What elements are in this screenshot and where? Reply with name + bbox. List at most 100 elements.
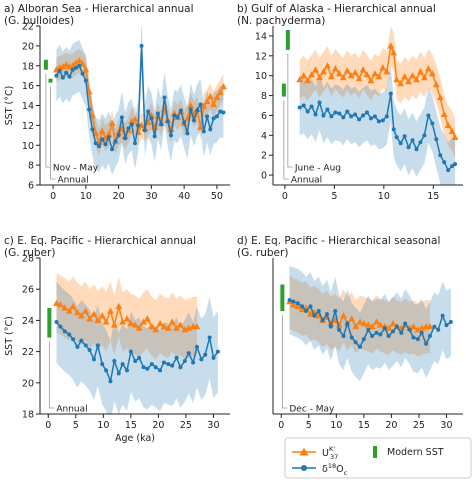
y-tick-label: 0: [261, 171, 267, 182]
panel-1: Annual June - Aug 0 5 10 15 0 2 4 6 8 10 12 14 b) Gulf…: [237, 3, 463, 202]
x-tick-label: 10: [80, 191, 92, 202]
data-point-circle: [161, 360, 166, 365]
y-tick-label: 12: [22, 121, 34, 132]
data-point-circle: [411, 335, 416, 340]
data-point-triangle: [108, 119, 116, 126]
data-point-circle: [90, 127, 95, 132]
data-point-triangle: [401, 73, 409, 80]
data-point-circle: [422, 133, 427, 138]
data-point-circle: [141, 365, 146, 370]
data-point-circle: [207, 335, 212, 340]
y-tick-label: 22: [22, 347, 34, 358]
data-point-circle: [146, 109, 151, 114]
data-point-circle: [221, 110, 226, 115]
plot-area: [286, 265, 453, 382]
data-point-circle: [178, 365, 183, 370]
legend-d18o-label-sup: 18: [328, 462, 336, 470]
data-point-circle: [218, 109, 223, 114]
y-tick-label: 20: [22, 41, 34, 52]
panel-subtitle: (G. bulloides): [4, 15, 74, 27]
data-point-triangle: [102, 318, 110, 325]
data-point-circle: [60, 75, 65, 80]
data-point-triangle: [61, 304, 69, 311]
legend-d18o-label-main: δ: [322, 464, 328, 475]
legend-d18o-label-sub: c: [344, 469, 348, 477]
data-point-triangle: [131, 321, 139, 328]
data-point-circle: [372, 114, 377, 119]
x-tick-label: 5: [306, 420, 312, 431]
data-point-circle: [91, 357, 96, 362]
data-point-circle: [137, 355, 142, 360]
data-point-circle: [337, 327, 342, 332]
legend: UK' 37 δ18Oc Modern SST: [284, 437, 472, 479]
data-point-circle: [427, 334, 432, 338]
data-point-triangle: [200, 102, 208, 110]
data-point-triangle: [324, 62, 331, 69]
x-tick-label: 25: [180, 420, 192, 431]
data-point-circle: [378, 332, 383, 337]
data-point-circle: [365, 110, 370, 115]
data-point-triangle: [320, 68, 327, 75]
y-axis-label: SST (°C): [4, 86, 15, 126]
uncertainty-band-0: [289, 275, 430, 357]
data-point-circle: [333, 110, 338, 115]
panel-title: a) Alboran Sea - Hierarchical annual: [4, 3, 194, 15]
data-point-triangle: [436, 93, 444, 101]
x-tick-label: 5: [331, 191, 337, 202]
data-point-circle: [349, 114, 354, 119]
data-point-circle: [142, 128, 147, 133]
data-point-triangle: [414, 326, 422, 333]
data-point-triangle: [364, 321, 372, 328]
data-point-triangle: [327, 73, 335, 80]
data-point-triangle: [432, 81, 440, 88]
data-point-circle: [304, 309, 309, 314]
data-point-triangle: [383, 68, 391, 75]
data-point-circle: [182, 358, 187, 363]
x-tick-label: 20: [113, 191, 125, 202]
data-point-circle: [317, 100, 322, 105]
data-point-circle: [312, 313, 317, 318]
data-point-triangle: [417, 68, 424, 75]
y-axis-label: SST (°C): [4, 316, 15, 356]
data-point-circle: [309, 104, 314, 109]
modern-sst-label: Dec - May: [289, 405, 335, 415]
data-point-triangle: [210, 100, 218, 108]
data-point-circle: [172, 113, 177, 118]
modern-sst-label: Annual: [56, 405, 87, 415]
data-point-circle: [406, 145, 411, 150]
data-point-circle: [391, 329, 396, 334]
series-line-1: [55, 321, 219, 384]
data-point-triangle: [119, 318, 127, 325]
data-point-triangle: [110, 321, 118, 328]
data-point-circle: [357, 117, 362, 122]
data-point-triangle: [289, 301, 297, 308]
data-point-triangle: [356, 318, 364, 325]
data-point-circle: [194, 344, 199, 349]
data-point-circle: [453, 162, 458, 167]
y-tick-label: 16: [22, 81, 34, 92]
data-point-triangle: [216, 88, 224, 96]
modern-sst-label: Annual: [291, 176, 322, 186]
y-tick-label: 6: [28, 181, 34, 192]
data-point-triangle: [440, 110, 448, 118]
data-point-triangle: [348, 315, 356, 322]
x-tick-label: 40: [178, 191, 190, 202]
data-point-triangle: [98, 127, 106, 134]
data-point-circle: [120, 362, 125, 367]
data-point-circle: [149, 362, 154, 367]
data-point-circle: [205, 114, 210, 119]
data-point-circle: [67, 332, 72, 337]
data-point-circle: [75, 344, 80, 349]
data-point-circle: [175, 115, 180, 120]
data-point-circle: [116, 371, 121, 376]
uncertainty-band-1: [56, 281, 218, 414]
modern-sst-bar-1: [281, 83, 286, 97]
data-point-triangle: [82, 307, 90, 314]
uncertainty-band-1: [289, 265, 451, 382]
data-point-circle: [353, 112, 358, 117]
data-point-triangle: [123, 315, 131, 322]
data-point-triangle: [355, 75, 363, 82]
x-tick-label: 20: [152, 420, 164, 431]
series-line-1: [55, 45, 224, 152]
data-point-triangle: [340, 312, 347, 319]
